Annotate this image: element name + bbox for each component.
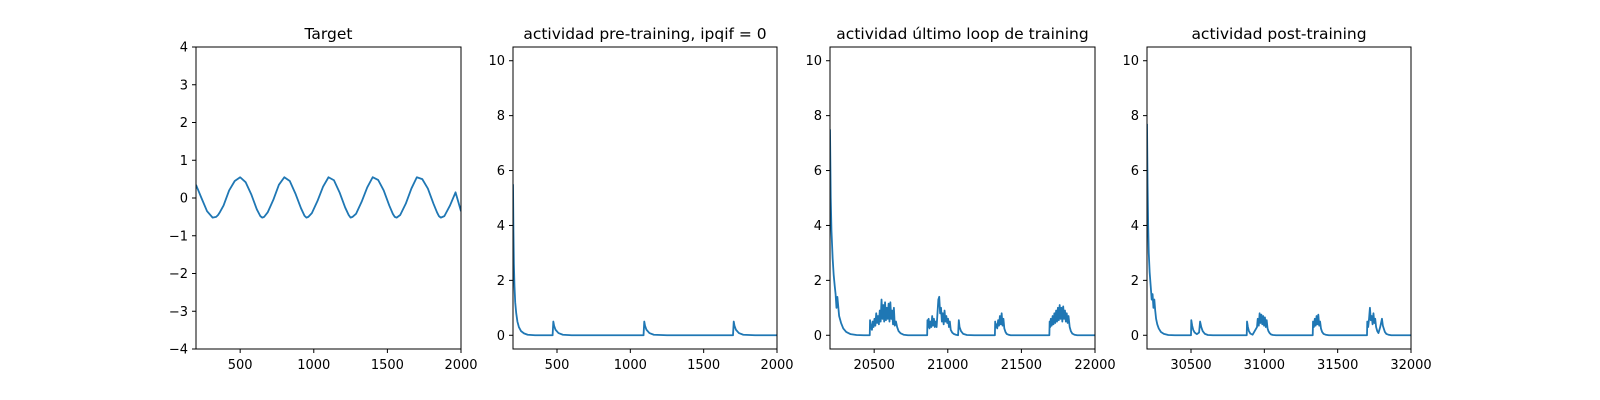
y-tick-label: 6	[497, 164, 505, 179]
x-tick-label: 500	[228, 358, 253, 373]
axes-frame	[1146, 46, 1412, 350]
y-tick-label: 1	[180, 154, 188, 169]
series-line-1	[1147, 123, 1411, 337]
y-tick-label: 8	[497, 109, 505, 124]
y-tick-label: 0	[1131, 329, 1139, 344]
y-tick-label: 0	[814, 329, 822, 344]
x-tick-label: 20500	[853, 358, 894, 373]
x-tick-label: 1000	[614, 358, 647, 373]
chart-title: Target	[304, 25, 353, 43]
x-tick-label: 500	[545, 358, 570, 373]
chart-title: actividad último loop de training	[836, 25, 1088, 43]
x-tick-label: 21000	[927, 358, 968, 373]
y-tick-label: 8	[1131, 109, 1139, 124]
chart-title: actividad post-training	[1191, 25, 1366, 43]
y-tick-label: 10	[488, 54, 505, 69]
x-tick-label: 32000	[1390, 358, 1431, 373]
y-tick-label: 4	[1131, 219, 1139, 234]
y-tick-label: 2	[497, 274, 505, 289]
y-tick-label: 8	[814, 109, 822, 124]
x-tick-label: 1000	[297, 358, 330, 373]
y-tick-label: 2	[1131, 274, 1139, 289]
subplot-2: 500 1000 1500 2000 0 2 4 6 8 10 actividad pre-trai…	[488, 25, 793, 373]
chart-title: actividad pre-training, ipqif = 0	[523, 25, 766, 43]
axes-frame	[512, 46, 778, 350]
subplot-4: 30500 31000 31500 32000 0 2 4 6 8 10 actividad pos…	[1122, 25, 1431, 373]
subplot-3: 20500 21000 21500 22000 0 2 4 6 8 10 actividad últ…	[805, 25, 1115, 373]
y-tick-label: −4	[169, 343, 188, 358]
x-tick-label: 1500	[687, 358, 720, 373]
y-tick-label: 0	[180, 192, 188, 207]
x-tick-label: 31500	[1317, 358, 1358, 373]
x-tick-label: 2000	[760, 358, 793, 373]
subplot-1: 500 1000 1500 2000 −4 −3 −2 −1 0 1 2 3 4 Target	[169, 25, 478, 373]
y-tick-label: 10	[805, 54, 822, 69]
y-tick-label: 4	[497, 219, 505, 234]
axes-frame	[829, 46, 1096, 350]
y-tick-label: 4	[180, 41, 188, 56]
series-line-1	[513, 184, 777, 337]
y-tick-label: 4	[814, 219, 822, 234]
x-tick-label: 30500	[1170, 358, 1211, 373]
y-tick-label: 10	[1122, 54, 1139, 69]
series-line-1	[830, 129, 1095, 337]
y-tick-label: 2	[180, 116, 188, 131]
y-tick-label: 2	[814, 274, 822, 289]
y-tick-label: −2	[169, 267, 188, 282]
x-tick-label: 31000	[1244, 358, 1285, 373]
x-tick-label: 2000	[444, 358, 477, 373]
y-tick-label: 3	[180, 78, 188, 93]
y-tick-label: 0	[497, 329, 505, 344]
y-tick-label: 6	[814, 164, 822, 179]
x-tick-label: 21500	[1001, 358, 1042, 373]
x-tick-label: 1500	[371, 358, 404, 373]
series-line-1	[196, 176, 461, 219]
y-tick-label: 6	[1131, 164, 1139, 179]
y-tick-label: −1	[169, 229, 188, 244]
y-tick-label: −3	[169, 305, 188, 320]
x-tick-label: 22000	[1074, 358, 1115, 373]
